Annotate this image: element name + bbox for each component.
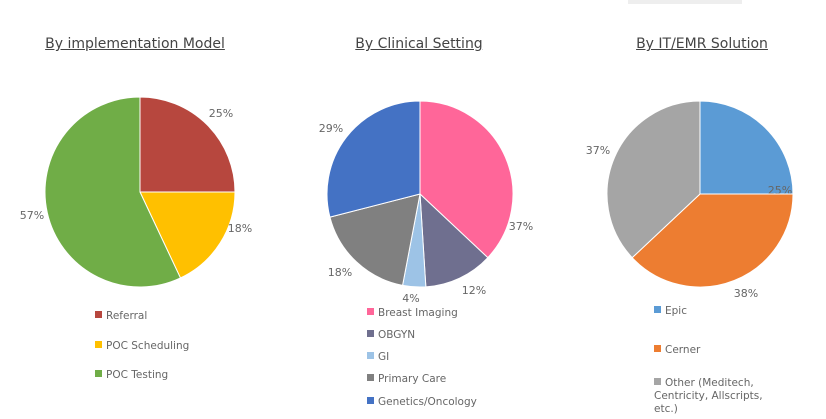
legend-item: Breast Imaging (367, 307, 458, 320)
legend-label: POC Testing (106, 369, 169, 381)
pie-slice-other-meditech-centricity-allscripts-etc (606, 100, 701, 259)
legend-label: Primary Care (378, 373, 447, 385)
legend-label: OBGYN (378, 329, 416, 341)
legend-item: POC Testing (95, 369, 168, 382)
legend-swatch (654, 306, 661, 313)
slice-value-label: 57% (20, 209, 44, 222)
legend-item: Epic (654, 305, 687, 318)
legend-item: OBGYN (367, 329, 415, 342)
slice-value-label: 37% (586, 144, 610, 157)
legend-swatch (95, 341, 102, 348)
legend-label: Breast Imaging (378, 307, 458, 319)
legend-swatch (367, 374, 374, 381)
legend-swatch (367, 352, 374, 359)
legend-swatch (654, 345, 661, 352)
legend-item: Cerner (654, 344, 700, 357)
pie-slice-poc-testing (44, 96, 182, 288)
legend-swatch (367, 397, 374, 404)
pie-slice-poc-scheduling (139, 191, 236, 279)
slice-value-label: 18% (328, 266, 352, 279)
legend-label: Referral (106, 310, 148, 322)
slice-value-label: 12% (462, 284, 486, 297)
legend-label: Epic (665, 305, 687, 317)
pie-slice-referral (139, 96, 236, 193)
pie-slice-primary-care (329, 193, 421, 286)
legend-swatch (95, 370, 102, 377)
legend-label: Cerner (665, 344, 701, 356)
legend-swatch (367, 308, 374, 315)
legend-label: Other (Meditech, Centricity, Allscripts,… (654, 377, 763, 415)
legend-item: Other (Meditech, Centricity, Allscripts,… (654, 377, 774, 416)
legend-item: GI (367, 351, 389, 364)
slice-value-label: 37% (509, 220, 533, 233)
legend-label: POC Scheduling (106, 340, 190, 352)
pie-slice-genetics-oncology (326, 100, 421, 218)
slice-value-label: 18% (228, 222, 252, 235)
pie-slice-breast-imaging (419, 100, 514, 259)
chart-title-clinical-setting: By Clinical Setting (355, 36, 483, 52)
pie-slice-cerner (631, 193, 794, 288)
chart-title-it-emr-solution: By IT/EMR Solution (636, 36, 768, 52)
legend-swatch (367, 330, 374, 337)
legend-label: Genetics/Oncology (378, 396, 477, 408)
legend-item: POC Scheduling (95, 340, 189, 353)
slice-value-label: 25% (209, 107, 233, 120)
legend-label: GI (378, 351, 390, 363)
top-bar (628, 0, 742, 4)
legend-swatch (95, 311, 102, 318)
pie-slice-epic (699, 100, 794, 195)
legend-item: Referral (95, 310, 147, 323)
slice-value-label: 38% (734, 287, 758, 300)
legend-item: Primary Care (367, 373, 446, 386)
pie-slice-obgyn (419, 192, 489, 288)
chart-title-implementation-model: By implementation Model (45, 36, 225, 52)
slice-value-label: 4% (402, 292, 419, 305)
slice-value-label: 29% (319, 122, 343, 135)
legend-item: Genetics/Oncology (367, 396, 477, 409)
legend-swatch (654, 378, 661, 385)
